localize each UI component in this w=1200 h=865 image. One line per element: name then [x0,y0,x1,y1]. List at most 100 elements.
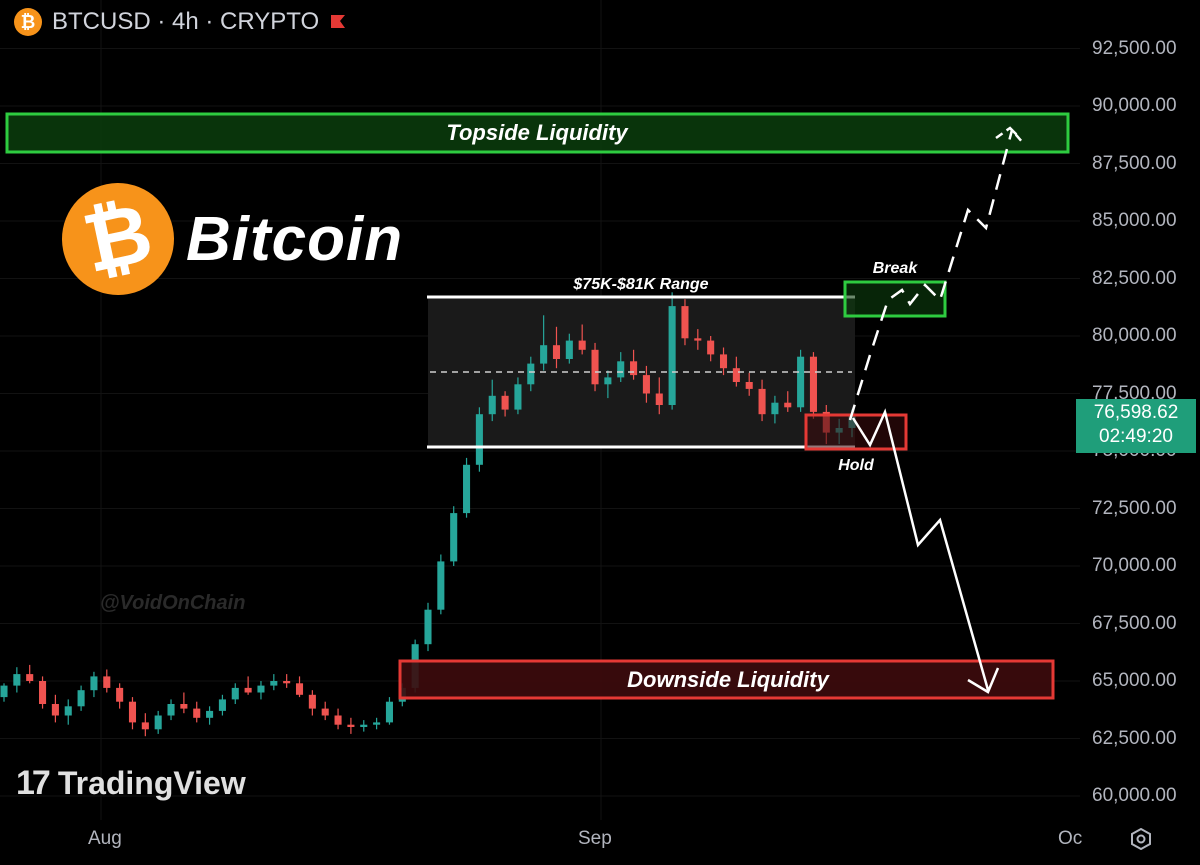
candle [385,697,393,725]
candle [565,333,573,364]
candle-body [218,699,226,711]
chart-svg: Topside Liquidity Downside Liquidity $75… [0,0,1080,820]
candle [0,683,8,702]
range-label: $75K-$81K Range [572,276,708,293]
candle-body [668,306,676,405]
time-tick-label: Aug [88,828,122,849]
candle-body [630,361,638,376]
candle-body [707,340,715,355]
candle-body [295,683,304,695]
candle [334,708,342,730]
candle-body [0,685,8,698]
candle-body [257,685,265,693]
candle-body [475,414,483,465]
candle-body [501,395,509,410]
bearish-arrowhead [967,667,1000,694]
candle [540,315,548,371]
candle-body [116,687,124,702]
topside-liquidity-zone: Topside Liquidity [5,112,1070,154]
candle-body [617,361,625,378]
candle [257,681,265,700]
time-tick-label: Sep [578,828,612,849]
candle [360,720,368,732]
candle [244,676,252,695]
candle [719,347,728,376]
candle-body [797,356,805,408]
candle-body [360,724,368,727]
candle [514,377,522,415]
candle [681,299,689,346]
candle-body [26,674,34,681]
candle [13,667,21,693]
candle-body [373,722,381,725]
candle [591,342,599,392]
candle [527,356,535,392]
candle-body [694,338,702,341]
candle [617,352,625,382]
candle-body [180,704,188,709]
candle [694,329,702,350]
candle [745,372,753,396]
candle-body [578,340,586,350]
candle-body [13,674,21,686]
candle-body [270,681,278,686]
candle [283,674,291,688]
candle [77,685,85,711]
candle-body [527,363,535,385]
price-tick-label: 90,000.00 [1092,95,1177,116]
candle-body [514,384,522,410]
bar-countdown: 02:49:20 [1099,426,1173,447]
candle [167,699,175,721]
bullish-arrowhead [995,126,1025,145]
candle-body [488,395,496,415]
candle-body [231,687,239,700]
break-label: Break [873,260,919,277]
candle-body [128,701,137,723]
chart-header: ₿ BTCUSD · 4h · CRYPTO [14,8,347,36]
candle-body [565,340,573,359]
candle [180,692,188,714]
topside-liquidity-label: Topside Liquidity [446,120,629,145]
candle [450,506,458,566]
downside-liquidity-zone: Downside Liquidity [398,659,1055,700]
candle-body [642,375,650,394]
price-tick-label: 80,000.00 [1092,325,1177,346]
candle [655,377,663,415]
candle [732,356,740,387]
candle [103,669,111,693]
flag-icon[interactable] [329,14,347,30]
candle-body [206,710,214,718]
candle-body [193,708,201,718]
bitcoin-coin-icon: ₿ [14,8,42,36]
price-tick-label: 70,000.00 [1092,555,1177,576]
candle [64,699,72,725]
bearish-projection-path [851,408,990,691]
price-tick-label: 85,000.00 [1092,210,1177,231]
candle [321,701,329,721]
bullish-projection-path [848,127,1023,421]
candle [193,701,201,723]
price-tick-label: 87,500.00 [1092,152,1177,174]
hold-box [804,413,908,451]
settings-hexagon-icon[interactable] [1130,828,1152,850]
candle-body [385,701,393,723]
symbol-title[interactable]: BTCUSD · 4h · CRYPTO [52,8,320,35]
candle [295,676,304,698]
candle [270,674,278,691]
price-tick-label: 65,000.00 [1092,670,1177,691]
candle [437,554,445,615]
candle-body [347,724,355,727]
candle [39,676,47,709]
tradingview-brand[interactable]: 17 TradingView [16,764,246,803]
candle-body [39,681,47,704]
candle-body [809,356,817,412]
candle [90,671,98,698]
candle [475,407,483,472]
candle-body [784,402,792,408]
candle-body [334,715,342,725]
candle [604,370,612,399]
candle-body [540,345,548,364]
chart-area[interactable]: Topside Liquidity Downside Liquidity $75… [0,0,1080,820]
candle-body [463,464,471,514]
candle [809,352,817,419]
